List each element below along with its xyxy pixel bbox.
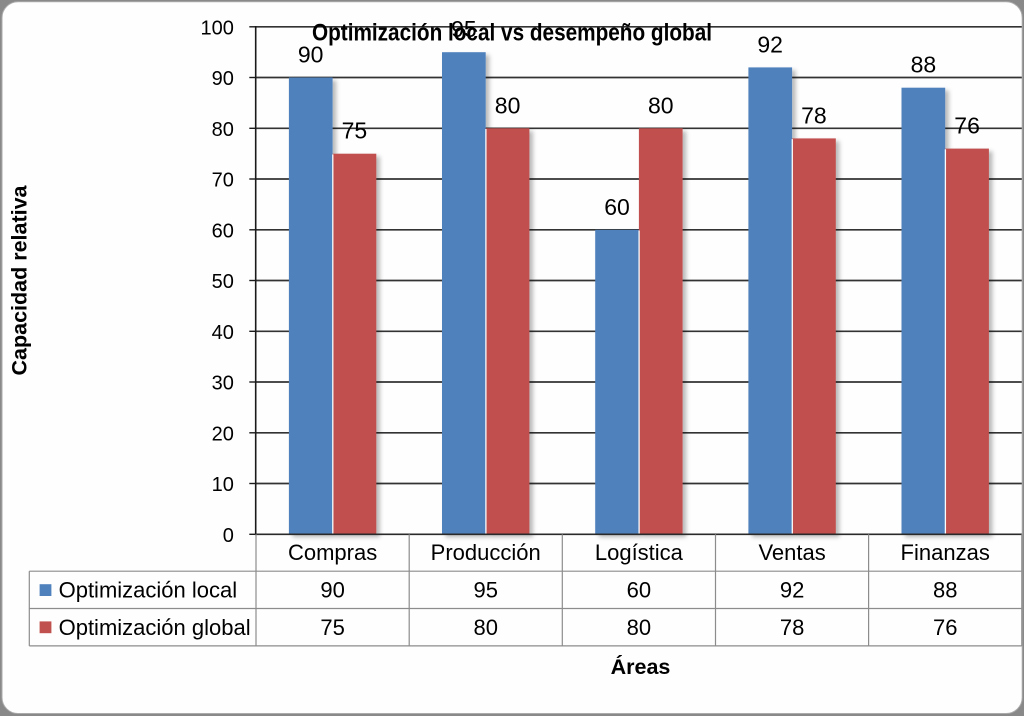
svg-text:90: 90 (298, 42, 324, 68)
svg-text:80: 80 (212, 119, 234, 141)
svg-text:Capacidad relativa: Capacidad relativa (8, 184, 32, 375)
svg-text:95: 95 (473, 578, 497, 603)
svg-text:80: 80 (473, 615, 497, 640)
svg-text:80: 80 (627, 615, 651, 640)
svg-text:78: 78 (801, 102, 827, 128)
svg-text:60: 60 (212, 220, 234, 242)
svg-text:Compras: Compras (288, 540, 377, 565)
svg-text:Ventas: Ventas (758, 540, 825, 565)
svg-text:10: 10 (212, 474, 234, 496)
svg-text:90: 90 (320, 578, 344, 603)
svg-text:50: 50 (212, 271, 234, 293)
svg-text:Optimización local vs desempeñ: Optimización local vs desempeño global (312, 20, 712, 47)
svg-text:76: 76 (954, 113, 980, 139)
svg-text:60: 60 (604, 194, 630, 220)
svg-text:30: 30 (212, 373, 234, 395)
svg-text:75: 75 (342, 118, 368, 144)
svg-text:Finanzas: Finanzas (901, 540, 990, 565)
svg-text:Optimización local: Optimización local (59, 578, 238, 603)
svg-text:80: 80 (648, 92, 674, 118)
svg-text:90: 90 (212, 68, 234, 90)
svg-text:100: 100 (201, 17, 234, 39)
svg-text:88: 88 (911, 52, 937, 78)
svg-text:Producción: Producción (431, 540, 541, 565)
svg-text:70: 70 (212, 170, 234, 192)
svg-text:80: 80 (495, 92, 521, 118)
svg-text:78: 78 (780, 615, 804, 640)
svg-text:20: 20 (212, 423, 234, 445)
svg-text:60: 60 (627, 578, 651, 603)
svg-text:92: 92 (757, 31, 783, 57)
svg-text:Logística: Logística (595, 540, 684, 565)
svg-text:Áreas: Áreas (611, 654, 671, 679)
svg-text:92: 92 (780, 578, 804, 603)
svg-text:40: 40 (212, 322, 234, 344)
svg-text:75: 75 (320, 615, 344, 640)
svg-text:76: 76 (933, 615, 957, 640)
svg-text:0: 0 (223, 525, 234, 547)
svg-text:95: 95 (451, 16, 477, 42)
svg-text:88: 88 (933, 578, 957, 603)
svg-text:Optimización global: Optimización global (59, 615, 251, 640)
